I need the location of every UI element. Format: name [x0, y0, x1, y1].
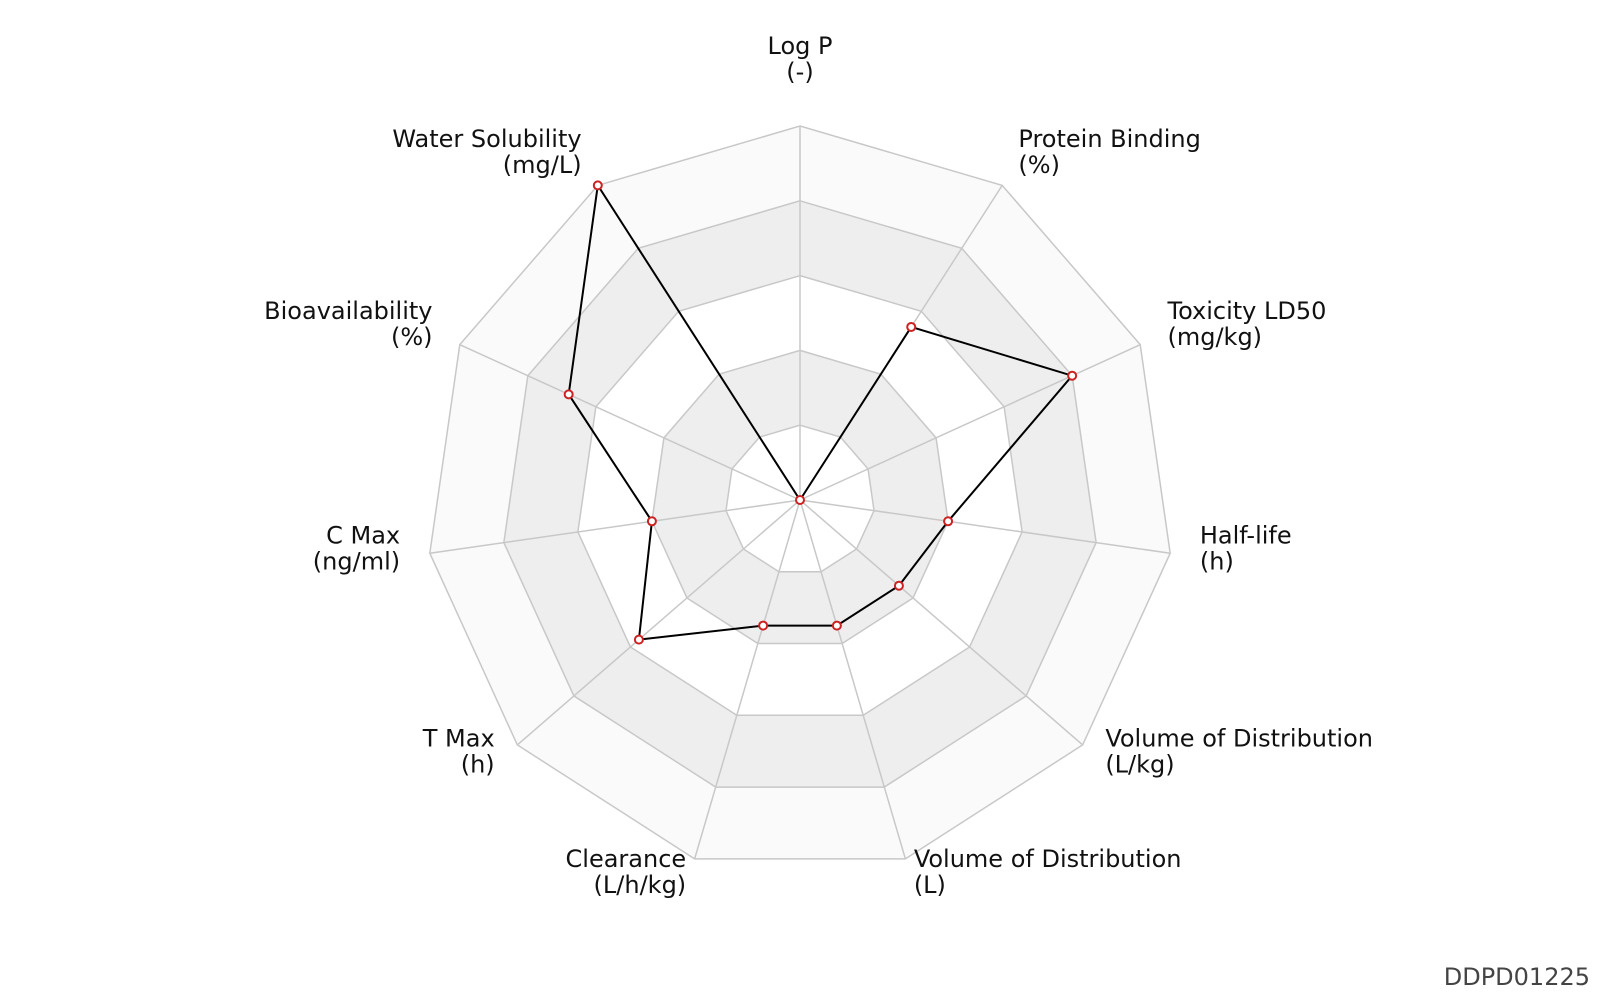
axis-label: C Max — [326, 521, 400, 549]
axis-unit: (ng/ml) — [313, 547, 400, 575]
axis-spoke — [459, 343, 801, 501]
axis-label: Toxicity LD50 — [1166, 297, 1326, 325]
axis-unit: (%) — [391, 323, 433, 351]
data-point — [795, 495, 805, 505]
data-line — [567, 182, 1074, 641]
document-id: DDPD01225 — [1444, 963, 1590, 991]
axis-label: T Max — [422, 724, 495, 752]
axis-label: Bioavailability — [264, 297, 432, 325]
axis-unit: (%) — [1018, 151, 1060, 179]
axis-unit: (-) — [786, 58, 813, 86]
data-point — [943, 516, 954, 527]
axis-label: Log P — [768, 32, 833, 60]
axis-unit: (mg/kg) — [1167, 323, 1262, 351]
axis-label: Water Solubility — [392, 125, 581, 153]
data-point — [633, 634, 644, 645]
axis-unit: (L/h/kg) — [594, 871, 687, 899]
data-point — [893, 580, 904, 591]
axis-unit: (L) — [914, 871, 946, 899]
axis-spoke — [799, 343, 1141, 501]
data-point — [831, 620, 842, 631]
axis-unit: (L/kg) — [1105, 750, 1174, 778]
axis-spoke — [799, 499, 907, 860]
data-point — [1067, 370, 1078, 381]
data-point — [563, 389, 574, 400]
axis-spoke — [799, 499, 1171, 554]
axis-label: Volume of Distribution — [914, 845, 1182, 873]
axis-spoke — [799, 499, 1084, 746]
axis-label: Half-life — [1200, 521, 1292, 549]
axis-unit: (mg/L) — [503, 151, 582, 179]
data-point — [646, 516, 657, 527]
axis-spoke — [429, 499, 801, 554]
axis-unit: (h) — [1200, 547, 1234, 575]
data-point — [906, 321, 917, 332]
axis-label: Clearance — [566, 845, 687, 873]
axis-spoke — [693, 499, 801, 860]
axis-label: Volume of Distribution — [1105, 724, 1373, 752]
data-point — [592, 180, 603, 191]
axis-spoke — [516, 499, 801, 746]
axis-unit: (h) — [461, 750, 495, 778]
data-point — [758, 620, 769, 631]
axis-label: Protein Binding — [1018, 125, 1200, 153]
